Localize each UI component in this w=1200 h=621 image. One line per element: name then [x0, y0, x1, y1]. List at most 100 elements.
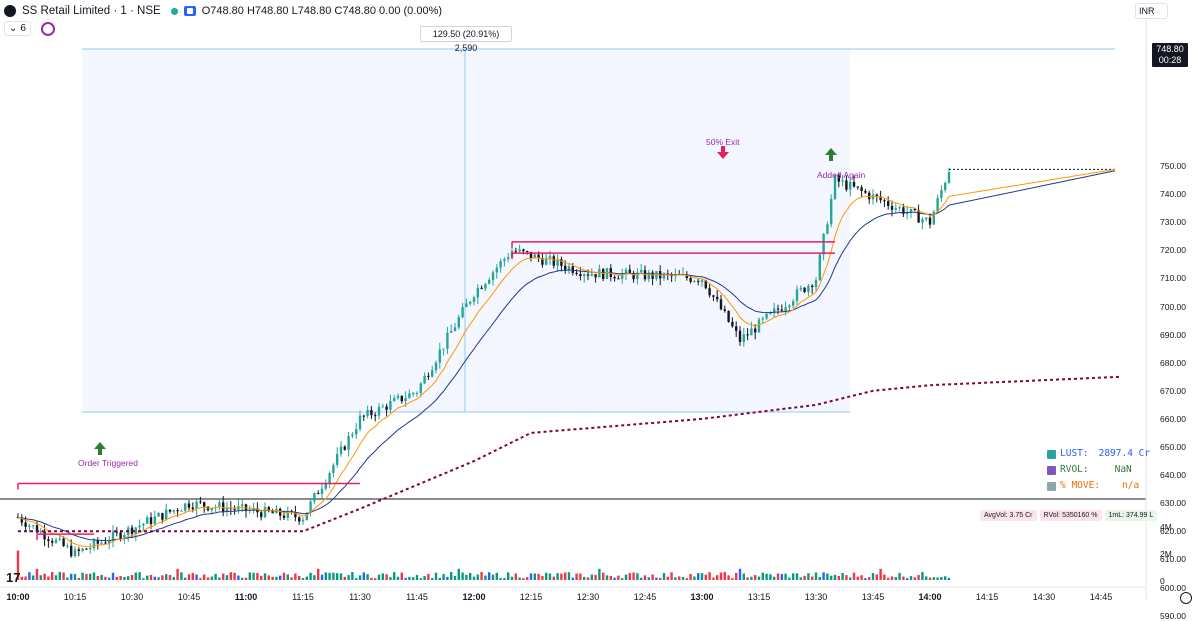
volume-bar: [434, 572, 438, 580]
volume-bar: [792, 573, 795, 580]
volume-bar: [780, 574, 783, 580]
volume-bar: [864, 578, 867, 580]
candle: [419, 383, 422, 393]
measure-label: 129.50 (20.91%) 2,590: [420, 26, 512, 53]
volume-bar: [237, 575, 240, 580]
candle: [389, 401, 392, 410]
candle: [89, 548, 92, 550]
candle: [305, 512, 308, 521]
volume-bar: [218, 577, 221, 580]
candle: [503, 259, 506, 262]
volume-bar: [803, 575, 806, 580]
candle: [605, 268, 609, 279]
candle: [841, 180, 844, 182]
collapse-indicators-button[interactable]: ⌄ 6: [4, 21, 31, 36]
volume-bar: [149, 574, 153, 580]
volume-bar: [165, 574, 168, 580]
candle: [461, 307, 464, 318]
price-tick-label: 610.00: [1160, 554, 1186, 565]
candle: [336, 453, 339, 465]
candle: [833, 175, 837, 199]
volume-bar: [374, 578, 377, 580]
volume-bar: [700, 573, 704, 580]
volume-bar: [127, 576, 130, 580]
candle: [343, 446, 346, 450]
candle: [484, 283, 487, 289]
candle: [32, 525, 35, 527]
tradingview-logo: 17: [6, 570, 21, 585]
candle: [431, 370, 434, 377]
candle: [81, 548, 84, 551]
volume-bar: [522, 578, 525, 580]
volume-bar: [537, 573, 540, 580]
candle: [871, 194, 875, 200]
candle: [412, 393, 415, 395]
volume-bar: [328, 572, 331, 580]
volume-bar: [275, 576, 278, 580]
stats-panel: LUST: 2897.4 Cr RVOL: NaN % MOVE: n/a: [1047, 446, 1150, 494]
indicator-icon[interactable]: [40, 21, 55, 36]
candle: [472, 297, 476, 302]
volume-bar: [845, 575, 848, 580]
candle: [564, 265, 567, 270]
volume-bar: [495, 572, 498, 580]
candle: [909, 208, 913, 213]
price-chart[interactable]: [0, 0, 1200, 606]
volume-bar: [279, 575, 282, 580]
price-tick-label: 740.00: [1160, 189, 1186, 200]
volume-bar: [229, 572, 232, 580]
exit-arrow-icon: [717, 146, 729, 159]
candle: [518, 249, 521, 252]
volume-bar: [222, 573, 225, 580]
price-tick-label: 680.00: [1160, 357, 1186, 368]
volume-bar: [769, 574, 772, 580]
flag-icon[interactable]: [183, 6, 196, 16]
time-tick-label: 13:45: [861, 592, 885, 602]
candle: [875, 194, 878, 197]
candle: [381, 406, 384, 408]
candle: [191, 507, 194, 510]
candle: [655, 271, 658, 279]
added-again-label: Added Again: [817, 170, 866, 180]
volume-bar: [666, 576, 669, 580]
candle: [267, 507, 270, 512]
volume-bar: [157, 577, 160, 580]
candle: [225, 507, 229, 512]
volume-bar: [465, 574, 468, 580]
candle: [894, 208, 897, 210]
volume-bar: [358, 575, 362, 580]
volume-bar: [180, 572, 183, 580]
volume-bar: [712, 577, 715, 580]
candle: [301, 520, 305, 522]
candle: [586, 274, 590, 276]
candle: [621, 273, 624, 279]
volume-bar: [871, 573, 875, 580]
candle: [138, 525, 141, 528]
time-tick-label: 13:30: [804, 592, 828, 602]
volume-bar: [670, 572, 673, 580]
candle: [814, 280, 818, 288]
candle: [241, 504, 244, 507]
volume-bar: [697, 573, 700, 580]
candle: [537, 254, 540, 259]
volume-bar: [518, 577, 521, 580]
currency-selector[interactable]: INR: [1135, 3, 1168, 19]
volume-bar: [921, 572, 924, 580]
volume-bar: [195, 574, 198, 580]
volume-bar: [168, 574, 172, 580]
time-tick-label: 10:15: [63, 592, 87, 602]
candle: [932, 211, 935, 225]
settings-icon[interactable]: [1180, 592, 1192, 604]
symbol-logo-icon: [4, 5, 16, 17]
time-tick-label: 11:45: [406, 592, 428, 602]
volume-bar: [241, 577, 244, 580]
symbol-title[interactable]: SS Retail Limited · 1 · NSE: [22, 5, 161, 17]
candle: [184, 503, 187, 511]
price-tick-label: 650.00: [1160, 442, 1186, 452]
volume-bar: [746, 577, 749, 580]
indicator-count: 6: [20, 23, 26, 34]
candle: [647, 272, 650, 280]
time-tick-label: 12:45: [633, 592, 657, 602]
candle: [210, 508, 213, 511]
volume-badges: AvgVol: 3.75 Cr RVol: 5350160 % 1mL: 374…: [980, 510, 1158, 521]
